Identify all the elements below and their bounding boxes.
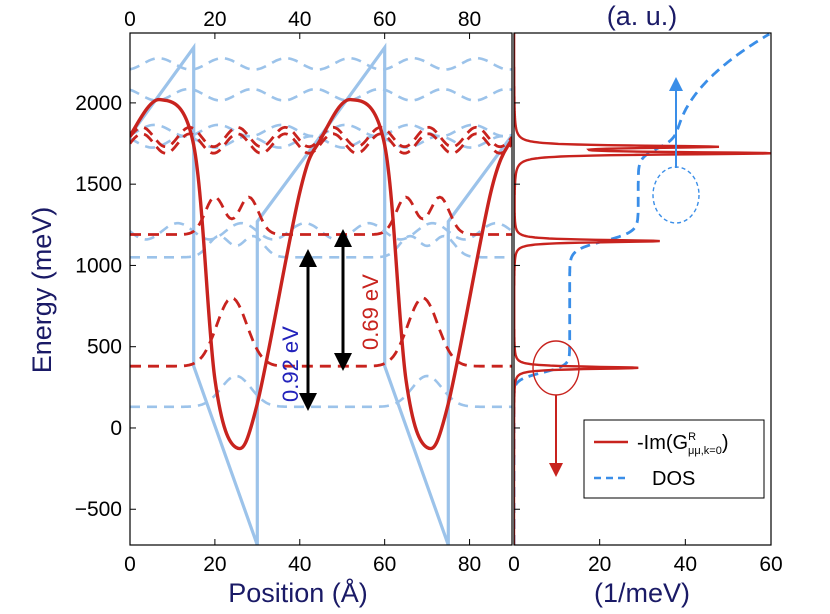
left-plot-frame <box>129 32 513 546</box>
energy-gap-arrow-red: 0.69 eV <box>334 229 383 371</box>
valence-band-line <box>130 97 512 451</box>
right-xtick-label: 0 <box>508 553 520 576</box>
legend-label-superscript: R <box>688 431 696 443</box>
left-xtick-label: 40 <box>288 553 311 576</box>
legend-label-dos: DOS <box>652 468 695 490</box>
legend-label-green-function: -Im(GR μμ,k=0) <box>637 431 729 457</box>
legend-label-close: ) <box>722 432 729 454</box>
left-top-xtick-label: 40 <box>288 8 311 31</box>
right-panel: 0 20 40 60 -Im(GR μμ,k=0) DOS (1/meV) (a. u.… <box>508 1 783 608</box>
left-xtick-label: 20 <box>203 553 226 576</box>
legend: -Im(GR μμ,k=0) DOS <box>583 419 765 499</box>
right-xtick-label: 20 <box>588 553 611 576</box>
red-level-2 <box>130 132 512 155</box>
left-x-axis-label: Position (Å) <box>228 577 368 608</box>
right-plot-frame <box>513 32 772 546</box>
left-ytick-label: −500 <box>75 498 122 521</box>
legend-box <box>583 419 765 499</box>
left-y-axis-label: Energy (meV) <box>27 207 57 374</box>
legend-label-green-function-main: -Im(G <box>637 432 688 454</box>
left-top-xtick-label: 20 <box>203 8 226 31</box>
blue-level-1 <box>130 234 512 259</box>
red-level-1 <box>130 195 512 236</box>
left-ytick-label: 1500 <box>75 173 122 196</box>
left-xtick-label: 80 <box>458 553 481 576</box>
red-level-0 <box>130 296 512 368</box>
left-ytick-label: 0 <box>110 417 122 440</box>
gap-label-0-69: 0.69 eV <box>358 274 383 350</box>
blue-level-5 <box>130 87 512 102</box>
gap-label-0-92: 0.92 eV <box>278 326 303 402</box>
blue-level-0 <box>130 374 512 409</box>
left-ytick-label: 500 <box>87 336 122 359</box>
right-top-label: (a. u.) <box>607 1 678 31</box>
right-ticks: 0 20 40 60 <box>508 102 783 576</box>
blue-level-6 <box>130 56 512 71</box>
left-curves <box>130 42 512 545</box>
legend-label-subscript: μμ,k=0 <box>688 445 722 457</box>
left-xtick-label: 60 <box>373 553 396 576</box>
left-top-xtick-label: 60 <box>373 8 396 31</box>
green-function-feature-circle <box>532 340 580 396</box>
red-level-3 <box>130 125 512 149</box>
left-top-xtick-label: 0 <box>124 8 136 31</box>
left-panel: 0 0 20 20 40 40 60 60 80 80 −500 0 500 1000 1500 2000 0… <box>27 8 513 608</box>
dos-line <box>514 33 771 545</box>
left-ytick-label: 2000 <box>75 92 122 115</box>
left-ytick-label: 1000 <box>75 254 122 277</box>
left-ticks: 0 0 20 20 40 40 60 60 80 80 −500 0 500 1000 1500 2000 <box>75 8 482 576</box>
right-xtick-label: 60 <box>759 553 782 576</box>
left-xtick-label: 0 <box>124 553 136 576</box>
right-x-axis-label: (1/meV) <box>594 578 690 608</box>
left-top-xtick-label: 80 <box>458 8 481 31</box>
dos-feature-circle <box>652 166 700 224</box>
right-xtick-label: 40 <box>674 553 697 576</box>
energy-gap-arrow-blue: 0.92 eV <box>278 249 317 411</box>
